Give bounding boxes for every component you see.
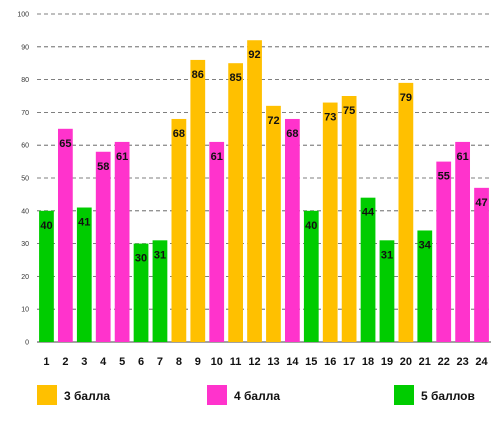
bar [455,141,471,342]
x-tick-label: 6 [138,356,144,368]
legend-swatch [37,385,57,405]
bar-value-label: 68 [286,128,298,140]
bar-value-label: 85 [230,72,242,84]
x-axis-ticks: 1 2 3 4 5 6 7 8 9 10 11 12 13 14 15 16 17 18 19 20 21 22 23 24 [43,356,488,368]
x-tick-label: 16 [324,356,336,368]
bar-value-label: 61 [211,151,223,163]
y-tick-label: 30 [21,241,29,248]
bars [39,40,489,343]
legend-swatch [207,385,227,405]
bar [76,207,92,342]
x-tick-label: 1 [43,356,49,368]
bar-value-label: 61 [457,151,469,163]
y-tick-label: 50 [21,176,29,183]
y-tick-label: 0 [25,340,29,347]
bar [57,128,73,342]
x-tick-label: 3 [81,356,87,368]
bar [152,240,168,342]
bar [341,96,357,342]
y-tick-label: 70 [21,110,29,117]
x-tick-label: 17 [343,356,355,368]
bar [95,151,111,342]
bar [228,63,244,342]
bar-value-label: 44 [362,207,375,219]
x-tick-label: 18 [362,356,374,368]
y-axis-ticks: 0 10 20 30 40 50 60 70 80 90 100 [17,12,29,347]
bar-value-label: 47 [475,197,487,209]
bar [322,102,338,342]
bar-value-label: 41 [78,217,90,229]
bar-value-label: 55 [438,171,450,183]
x-tick-label: 23 [457,356,469,368]
bar [266,105,281,342]
x-tick-label: 5 [119,356,125,368]
bar-value-label: 30 [135,253,147,265]
legend-item: 3 балла [37,385,110,405]
bar-value-label: 68 [173,128,185,140]
bar [171,118,187,343]
x-tick-label: 12 [248,356,260,368]
legend-label: 5 баллов [421,389,475,403]
y-tick-label: 40 [21,208,29,215]
bar [190,59,206,343]
bar-value-label: 40 [305,220,317,232]
x-tick-label: 20 [400,356,412,368]
bar [303,210,319,342]
bar [474,187,489,342]
legend-item: 5 баллов [394,385,475,405]
y-tick-label: 90 [21,44,29,51]
x-tick-label: 14 [286,356,299,368]
legend-item: 4 балла [207,385,280,405]
bar [379,240,395,342]
x-tick-label: 13 [267,356,279,368]
x-tick-label: 19 [381,356,393,368]
bar-value-label: 86 [192,69,204,81]
legend-label: 3 балла [64,389,110,403]
legend: 3 балла 4 балла 5 баллов [37,385,475,405]
y-tick-label: 60 [21,143,29,150]
bar-data-labels: 40 65 41 58 61 30 31 68 86 61 85 92 72 68 40 73 75 44 31 79… [40,49,487,264]
x-tick-label: 11 [230,356,242,368]
x-tick-label: 24 [475,356,488,368]
y-tick-label: 20 [21,274,29,281]
x-tick-label: 22 [438,356,450,368]
bar-value-label: 65 [59,138,71,150]
bar-value-label: 31 [154,249,166,261]
x-tick-label: 21 [419,356,431,368]
bar-value-label: 40 [40,220,52,232]
legend-swatch [394,385,414,405]
bar [39,210,54,342]
gridlines [37,13,491,343]
bar-value-label: 31 [381,249,393,261]
bar [114,141,130,342]
bar-value-label: 92 [248,49,260,61]
x-tick-label: 15 [305,356,317,368]
bar-value-label: 72 [267,115,279,127]
bar [360,197,376,342]
bar-value-label: 34 [419,239,432,251]
bar-value-label: 61 [116,151,128,163]
x-tick-label: 4 [100,356,107,368]
y-tick-label: 100 [17,12,29,19]
legend-label: 4 балла [234,389,280,403]
bar [284,118,300,343]
bar [417,230,433,342]
bar [436,161,452,342]
bar-value-label: 73 [324,112,336,124]
bar-value-label: 79 [400,92,412,104]
bar [133,243,149,342]
x-tick-label: 10 [211,356,223,368]
y-tick-label: 80 [21,77,29,84]
x-tick-label: 2 [62,356,68,368]
bar [247,40,262,343]
bar-value-label: 58 [97,161,109,173]
bar [398,82,414,342]
x-tick-label: 8 [176,356,182,368]
x-tick-label: 9 [195,356,201,368]
bar-value-label: 75 [343,105,355,117]
bar [209,141,225,342]
y-tick-label: 10 [21,307,29,314]
x-tick-label: 7 [157,356,163,368]
